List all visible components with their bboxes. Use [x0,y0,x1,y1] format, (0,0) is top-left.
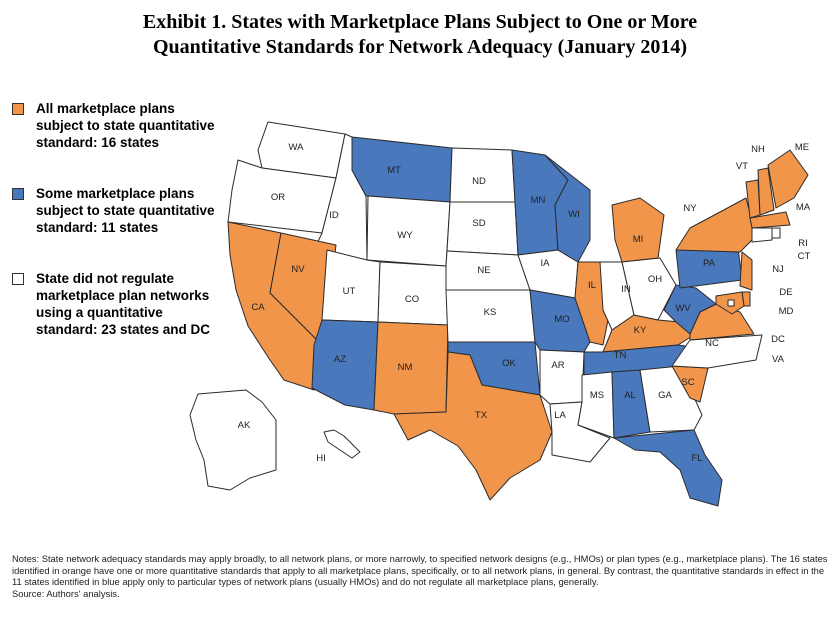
state-label-mt: MT [387,165,401,176]
notes: Notes: State network adequacy standards … [12,553,828,599]
state-az [311,319,379,411]
state-label-wv: WV [675,303,691,314]
state-label-mi: MI [633,234,644,245]
state-labels: WA OR CA ID NV MT WY UT CO AZ NM ND SD NE KS OK TX MN IA MO… [238,142,811,464]
state-label-md: MD [779,306,794,317]
legend-label-all: All marketplace plans subject to state q… [36,101,215,150]
state-shapes [189,121,809,507]
state-ct [751,227,773,243]
state-label-fl: FL [691,453,702,464]
state-label-nj: NJ [772,264,784,275]
state-label-me: ME [795,142,809,153]
state-label-ia: IA [541,258,551,269]
state-label-ms: MS [590,390,604,401]
state-ak [189,389,277,491]
state-label-id: ID [329,210,339,221]
state-label-oh: OH [648,274,662,285]
state-label-mn: MN [531,195,546,206]
state-label-or: OR [271,192,285,203]
legend-swatch-none [12,273,24,285]
state-label-nc: NC [705,338,719,349]
state-label-va: VA [772,354,785,365]
state-label-wy: WY [397,230,413,241]
state-tx [393,351,553,501]
state-label-tx: TX [475,410,488,421]
state-label-ct: CT [798,251,811,262]
state-label-ny: NY [683,203,697,214]
state-wv [663,284,717,335]
notes-text: Notes: State network adequacy standards … [12,553,828,587]
state-dc [727,299,735,307]
state-hi [323,429,361,459]
state-ar [539,349,585,405]
map-title: Exhibit 1. States with Marketplace Plans… [0,10,840,60]
state-label-ar: AR [551,360,564,371]
state-mt [351,136,453,203]
state-label-wa: WA [289,142,305,153]
state-label-nd: ND [472,176,486,187]
legend-swatch-all [12,103,24,115]
state-mi [611,197,665,263]
state-label-al: AL [624,390,636,401]
state-label-sc: SC [681,377,694,388]
state-ms [577,371,615,439]
state-label-az: AZ [334,354,346,365]
state-label-pa: PA [703,258,716,269]
state-label-mo: MO [554,314,569,325]
state-label-co: CO [405,294,419,305]
state-label-in: IN [621,284,631,295]
state-label-ma: MA [796,202,811,213]
title-line-2: Quantitative Standards for Network Adequ… [152,36,688,58]
state-nh [757,167,775,216]
state-label-tn: TN [614,350,627,361]
state-label-sd: SD [472,218,485,229]
state-label-wi: WI [568,209,580,220]
state-label-dc: DC [771,334,785,345]
state-label-ga: GA [658,390,672,401]
state-label-la: LA [554,410,566,421]
state-label-hi: HI [316,453,326,464]
title-line-1: Exhibit 1. States with Marketplace Plans… [142,11,698,33]
legend-swatch-some [12,188,24,200]
state-fl [613,429,723,507]
state-ma [749,211,791,229]
state-label-nm: NM [398,362,413,373]
state-label-nh: NH [751,144,765,155]
state-label-de: DE [779,287,792,298]
state-nj [739,251,753,291]
state-label-ky: KY [634,325,647,336]
state-label-ak: AK [238,420,251,431]
state-label-vt: VT [736,161,748,172]
legend-label-none: State did not regulate marketplace plan … [36,271,211,337]
state-label-il: IL [588,280,596,291]
state-wi [544,154,591,263]
state-label-ri: RI [798,238,808,249]
state-nc [671,334,763,369]
state-label-ne: NE [477,265,490,276]
state-me [767,149,809,209]
notes-source: Source: Authors' analysis. [12,587,120,599]
state-oh [621,257,677,321]
state-label-ok: OK [502,358,516,369]
state-nd [449,147,516,203]
state-label-ks: KS [484,307,497,318]
state-label-nv: NV [291,264,305,275]
state-label-ca: CA [251,302,265,313]
state-ri [771,227,781,239]
state-label-ut: UT [343,286,356,297]
legend-label-some: Some marketplace plans subject to state … [36,186,215,235]
